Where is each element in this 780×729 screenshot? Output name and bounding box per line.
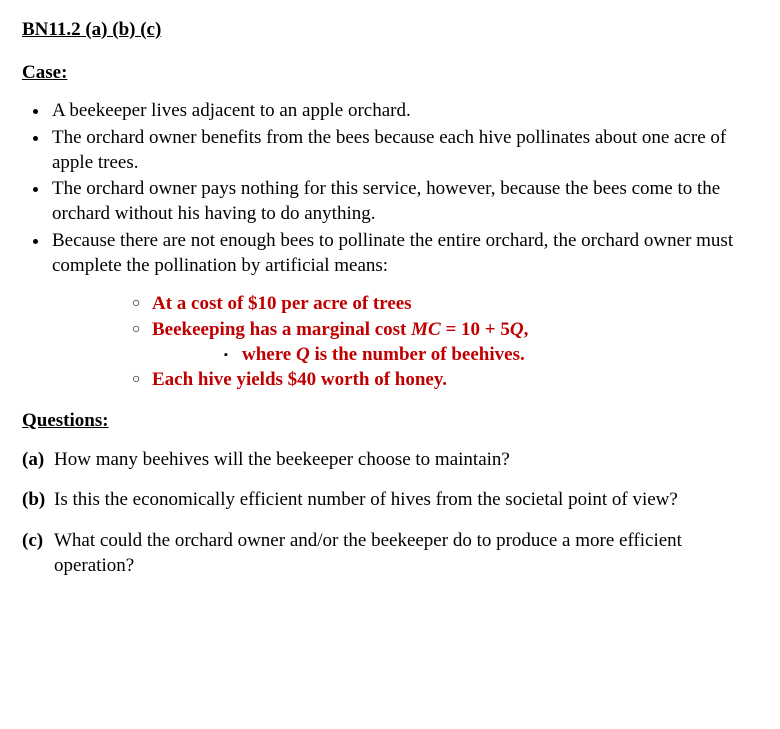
title-parts: (a) (b) (c) (81, 19, 162, 40)
problem-title: BN11.2 (a) (b) (c) (22, 18, 758, 43)
highlight-list: At a cost of $10 per acre of trees Beeke… (22, 292, 758, 393)
highlight-subitem: where Q is the number of beehives. (224, 343, 758, 368)
hl-text: Beekeeping has a marginal cost (152, 319, 411, 340)
hl-var-q: Q (510, 319, 524, 340)
case-heading-text: Case (22, 62, 61, 83)
highlight-item: Each hive yields $40 worth of honey. (132, 368, 758, 393)
question-label: (a) (22, 448, 44, 473)
question-label: (c) (22, 529, 43, 554)
case-bullet: Because there are not enough bees to pol… (50, 229, 758, 278)
question-item: (c) What could the orchard owner and/or … (22, 529, 758, 578)
hl-text: = 10 + 5 (441, 319, 510, 340)
questions-heading-text: Questions (22, 410, 102, 431)
question-text: How many beehives will the beekeeper cho… (54, 449, 510, 470)
question-text: What could the orchard owner and/or the … (54, 530, 682, 576)
questions-heading: Questions: (22, 409, 758, 434)
case-heading: Case: (22, 61, 758, 86)
case-bullet: The orchard owner pays nothing for this … (50, 177, 758, 226)
case-bullet: A beekeeper lives adjacent to an apple o… (50, 99, 758, 124)
case-bullet-list: A beekeeper lives adjacent to an apple o… (22, 99, 758, 278)
question-label: (b) (22, 488, 45, 513)
hl-text: is the number of beehives. (310, 344, 525, 365)
question-text: Is this the economically efficient numbe… (54, 489, 678, 510)
colon: : (61, 62, 67, 83)
hl-text: where (242, 344, 296, 365)
highlight-sublist: where Q is the number of beehives. (152, 343, 758, 368)
highlight-item: Beekeeping has a marginal cost MC = 10 +… (132, 318, 758, 367)
highlight-item: At a cost of $10 per acre of trees (132, 292, 758, 317)
colon: : (102, 410, 108, 431)
hl-var-q: Q (296, 344, 310, 365)
case-bullet: The orchard owner benefits from the bees… (50, 126, 758, 175)
title-code: BN11.2 (22, 19, 81, 40)
question-item: (b) Is this the economically efficient n… (22, 488, 758, 513)
hl-text: , (524, 319, 529, 340)
hl-var-mc: MC (411, 319, 441, 340)
question-item: (a) How many beehives will the beekeeper… (22, 448, 758, 473)
